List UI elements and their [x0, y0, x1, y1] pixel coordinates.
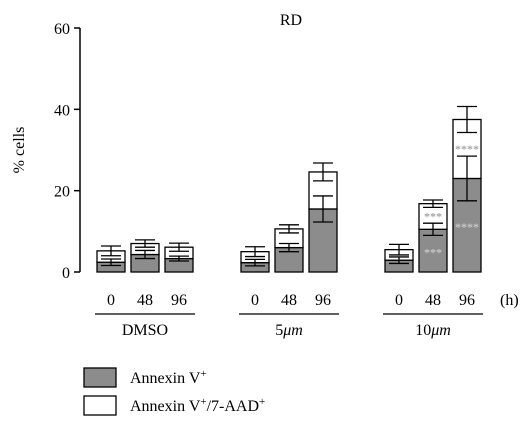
- x-tick-label: 48: [281, 292, 297, 309]
- x-tick-label: 48: [425, 292, 441, 309]
- x-tick-label: 96: [459, 292, 475, 309]
- x-tick-label: 96: [315, 292, 331, 309]
- group-label-unit: μm: [282, 322, 303, 339]
- legend-label-text: /7-AAD: [207, 398, 259, 415]
- legend-label-superscript: +: [259, 396, 265, 408]
- y-tick-label: 20: [54, 184, 70, 201]
- legend-label-superscript: +: [200, 368, 206, 380]
- significance-marker: ****: [455, 220, 479, 234]
- x-tick-label: 0: [395, 292, 403, 309]
- x-axis-unit: (h): [500, 292, 519, 309]
- legend-swatch: [83, 395, 117, 416]
- chart-title: RD: [280, 12, 302, 29]
- significance-marker: ****: [455, 142, 479, 156]
- x-tick-label: 96: [171, 292, 187, 309]
- group-label-unit: μm: [430, 322, 451, 339]
- group-label-number: 10: [415, 322, 431, 339]
- legend-label: Annexin V+/7-AAD+: [130, 396, 265, 415]
- x-tick-label: 0: [107, 292, 115, 309]
- legend-label-text: Annexin V: [130, 370, 201, 387]
- significance-marker: ***: [424, 246, 442, 260]
- y-tick-label: 0: [62, 265, 70, 282]
- x-tick-label: 0: [251, 292, 259, 309]
- legend-swatch: [83, 367, 117, 388]
- group-label: DMSO: [122, 322, 168, 339]
- group-label-number: 5: [275, 322, 283, 339]
- x-tick-label: 48: [137, 292, 153, 309]
- legend: Annexin V+Annexin V+/7-AAD+: [83, 367, 265, 416]
- legend-label: Annexin V+: [130, 368, 207, 387]
- group-label: 10μm: [415, 322, 451, 339]
- group-label: 5μm: [275, 322, 303, 339]
- legend-label-superscript: +: [200, 396, 206, 408]
- y-tick-label: 40: [54, 102, 70, 119]
- y-tick-label: 60: [54, 21, 70, 38]
- legend-label-text: Annexin V: [130, 398, 201, 415]
- significance-marker: ***: [424, 209, 442, 223]
- y-axis-label: % cells: [11, 127, 28, 174]
